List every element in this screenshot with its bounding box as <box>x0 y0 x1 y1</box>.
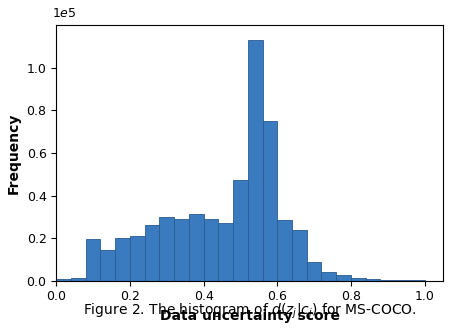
Bar <box>248 40 262 281</box>
Text: $1e5$: $1e5$ <box>52 7 77 20</box>
Bar <box>233 180 248 281</box>
Bar <box>86 239 100 281</box>
Bar <box>277 220 292 281</box>
Bar <box>130 236 144 281</box>
Bar <box>336 276 351 281</box>
Bar <box>292 230 307 281</box>
Bar <box>56 279 71 281</box>
X-axis label: Data uncertainty score: Data uncertainty score <box>160 309 340 323</box>
Text: Figure 2. The histogram of $d(z_j|c_j)$ for MS-COCO.: Figure 2. The histogram of $d(z_j|c_j)$ … <box>83 301 417 320</box>
Bar <box>203 219 218 281</box>
Bar <box>159 217 174 281</box>
Bar <box>71 278 86 281</box>
Bar <box>395 280 410 281</box>
Y-axis label: Frequency: Frequency <box>7 112 21 194</box>
Bar <box>174 219 189 281</box>
Bar <box>144 225 159 281</box>
Bar <box>321 272 336 281</box>
Bar <box>262 121 277 281</box>
Bar <box>351 278 366 281</box>
Bar <box>189 214 203 281</box>
Bar <box>307 262 321 281</box>
Bar <box>380 280 395 281</box>
Bar <box>100 250 115 281</box>
Bar <box>366 279 380 281</box>
Bar <box>218 223 233 281</box>
Bar <box>115 238 130 281</box>
